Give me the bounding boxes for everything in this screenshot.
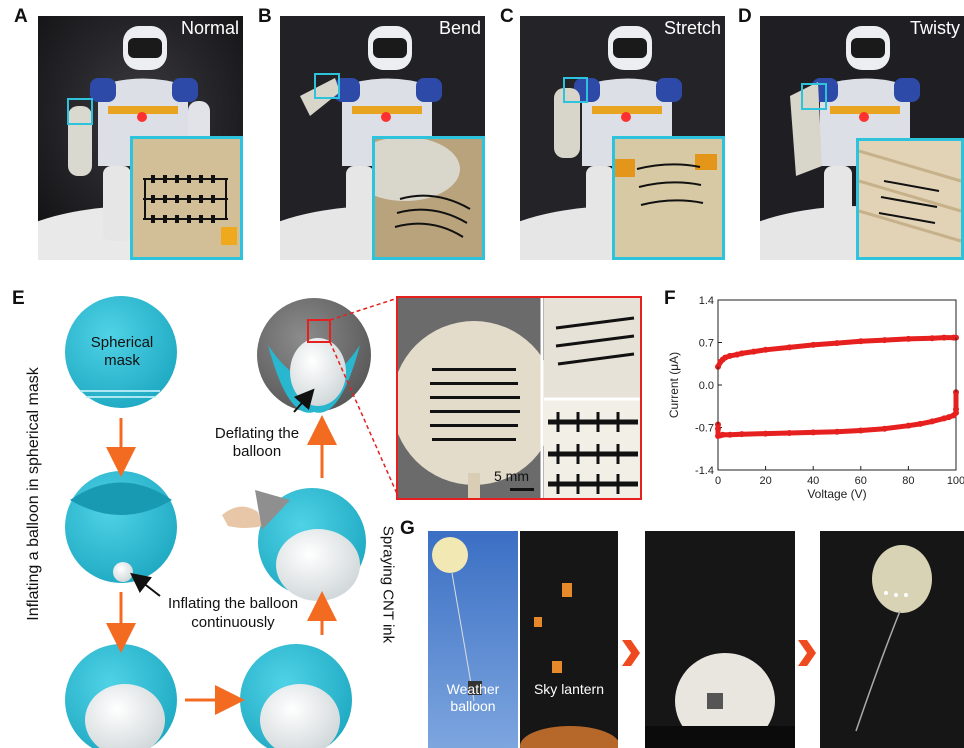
photo-stretch: Stretch — [520, 16, 725, 260]
launch-photo-1 — [645, 531, 795, 748]
data-point — [786, 344, 793, 351]
x-tick-label: 80 — [902, 475, 914, 487]
data-point — [857, 338, 864, 345]
data-point — [929, 335, 936, 342]
x-tick-label: 20 — [759, 475, 771, 487]
data-point — [929, 418, 936, 425]
x-tick-label: 100 — [947, 475, 964, 487]
data-point — [715, 425, 721, 432]
photo-bend: Bend — [280, 16, 485, 260]
inset-sensor-normal — [130, 136, 243, 260]
data-point — [810, 429, 817, 436]
data-point — [726, 352, 733, 359]
data-point — [834, 428, 840, 435]
highlight-box — [801, 83, 827, 110]
photo-twisty: Twisty — [760, 16, 964, 260]
data-point — [726, 431, 733, 438]
label-sky-lantern: Sky lantern — [533, 681, 605, 697]
panel-letter-d: D — [738, 6, 752, 27]
label-weather-balloon: Weather balloon — [446, 681, 500, 714]
label-spraying: Spraying CNT ink — [379, 525, 397, 644]
data-point — [917, 420, 924, 427]
data-point — [722, 354, 729, 361]
chevron-right-icon — [622, 640, 640, 666]
label-spherical-mask: Spherical mask — [90, 334, 154, 369]
inset-sensor-stretch — [612, 136, 725, 260]
data-point — [715, 421, 721, 428]
data-point — [762, 346, 769, 353]
panel-letter-f: F — [664, 288, 676, 309]
label-inflating-continuously: Inflating the balloon continuously — [167, 595, 299, 631]
data-point — [950, 412, 957, 419]
sky-lantern-photo: Sky lantern — [520, 531, 618, 748]
x-tick-label: 40 — [807, 475, 819, 487]
data-point — [953, 334, 959, 341]
data-point — [941, 415, 948, 422]
data-point — [786, 429, 793, 436]
data-point — [738, 431, 745, 438]
highlight-box — [314, 73, 340, 99]
data-point — [715, 433, 721, 439]
panel-letter-e: E — [12, 288, 25, 309]
x-tick-label: 0 — [715, 475, 721, 487]
balloon-photo-frame: 5 mm — [396, 296, 642, 500]
data-point — [715, 363, 721, 370]
panel-title-normal: Normal — [180, 18, 239, 38]
highlight-box — [563, 77, 588, 103]
data-point — [762, 430, 769, 437]
data-point — [941, 334, 948, 341]
chevron-right-icon — [798, 640, 816, 666]
x-tick-label: 60 — [855, 475, 867, 487]
data-point — [810, 341, 817, 348]
inset-sensor-twisty — [856, 138, 964, 260]
scale-bar-label: 5 mm — [494, 468, 529, 484]
y-tick-label: -1.4 — [695, 465, 714, 477]
inset-sensor-bend — [372, 136, 485, 260]
y-axis-label: Current (μA) — [667, 352, 681, 418]
panel-letter-a: A — [14, 6, 28, 27]
photo-normal: Normal — [38, 16, 243, 260]
label-inflating-mask: Inflating a balloon in spherical mask — [25, 367, 42, 621]
label-deflating: Deflating the balloon — [214, 425, 300, 460]
data-point — [905, 335, 912, 342]
data-point — [857, 427, 864, 434]
y-tick-label: 1.4 — [699, 295, 714, 307]
data-point — [750, 348, 757, 355]
data-point — [905, 422, 912, 429]
data-point — [881, 425, 888, 432]
spherical-mask-sphere — [65, 296, 177, 408]
balloon-process-diagram — [65, 296, 399, 748]
data-point — [734, 351, 741, 358]
plot-frame — [717, 299, 957, 471]
iv-chart: 0 20 40 60 80 100 -1.4 -0.7 0.0 0.7 1.4 Voltage (V)… — [667, 295, 964, 501]
y-tick-label: -0.7 — [695, 423, 714, 435]
panel-letter-c: C — [500, 6, 514, 27]
y-tick-label: 0.0 — [699, 380, 714, 392]
panel-title-stretch: Stretch — [663, 18, 721, 38]
y-tick-label: 0.7 — [699, 338, 714, 350]
highlight-box — [67, 98, 93, 125]
panel-letter-g: G — [400, 518, 415, 539]
x-axis-label: Voltage (V) — [807, 487, 866, 501]
weather-balloon-photo: Weather balloon — [428, 531, 518, 748]
launch-photo-2 — [820, 531, 964, 748]
panel-title-twisty: Twisty — [909, 18, 960, 38]
panel-letter-b: B — [258, 6, 272, 27]
data-point — [945, 414, 952, 421]
panel-title-bend: Bend — [438, 18, 481, 38]
data-point — [834, 340, 840, 347]
data-point — [738, 350, 745, 357]
data-point — [881, 337, 888, 344]
